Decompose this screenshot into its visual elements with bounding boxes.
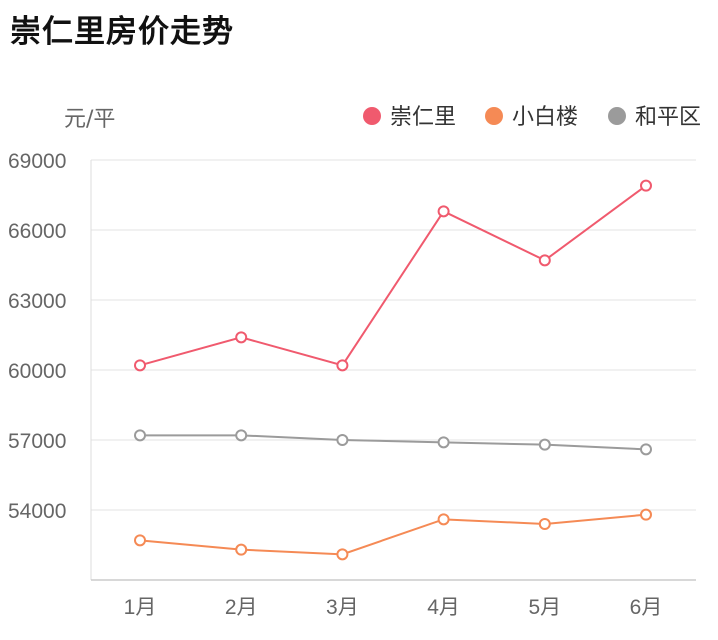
y-tick-label: 66000: [8, 220, 66, 243]
legend-label: 和平区: [635, 105, 701, 130]
data-point: [538, 438, 551, 451]
x-tick-label: 6月: [630, 596, 663, 619]
legend-marker: [485, 107, 503, 125]
x-tick-label: 4月: [427, 596, 460, 619]
data-point: [437, 513, 450, 526]
data-point: [235, 429, 248, 442]
legend-marker: [608, 107, 626, 125]
data-point: [134, 534, 146, 547]
x-tick-labels: 1月 2月 3月 4月 5月 6月: [124, 596, 663, 619]
y-tick-labels: 54000 57000 60000 63000 66000 69000: [8, 150, 66, 523]
y-tick-label: 57000: [8, 430, 66, 453]
chart-title: 崇仁里房价走势: [10, 14, 234, 50]
legend: 崇仁里 小白楼 和平区: [363, 105, 701, 130]
data-point: [538, 254, 551, 267]
x-tick-label: 2月: [225, 596, 258, 619]
x-tick-label: 1月: [124, 596, 157, 619]
y-tick-label: 60000: [8, 360, 66, 383]
grid-lines: [91, 159, 696, 511]
axes: [90, 160, 696, 581]
series-line: [140, 434, 647, 451]
legend-label: 小白楼: [512, 105, 578, 130]
data-point: [336, 548, 349, 561]
data-point: [134, 429, 146, 442]
legend-label: 崇仁里: [390, 105, 456, 130]
y-tick-label: 54000: [8, 500, 66, 523]
y-axis-unit-label: 元/平: [64, 107, 115, 132]
x-tick-label: 3月: [326, 596, 359, 619]
data-point: [134, 359, 146, 372]
series-lines: [134, 179, 652, 561]
data-point: [640, 508, 652, 521]
data-point: [437, 436, 450, 449]
data-point: [640, 179, 652, 192]
data-point: [336, 434, 349, 446]
data-point: [336, 359, 349, 372]
data-point: [235, 543, 248, 556]
data-point: [640, 443, 652, 456]
x-tick-label: 5月: [528, 596, 561, 619]
y-tick-label: 69000: [8, 150, 66, 173]
series-line: [139, 184, 647, 367]
y-tick-label: 63000: [8, 290, 66, 313]
data-point: [235, 331, 248, 344]
series-line: [139, 513, 647, 556]
data-point: [437, 205, 450, 218]
legend-marker: [363, 107, 381, 125]
data-point: [538, 518, 551, 530]
